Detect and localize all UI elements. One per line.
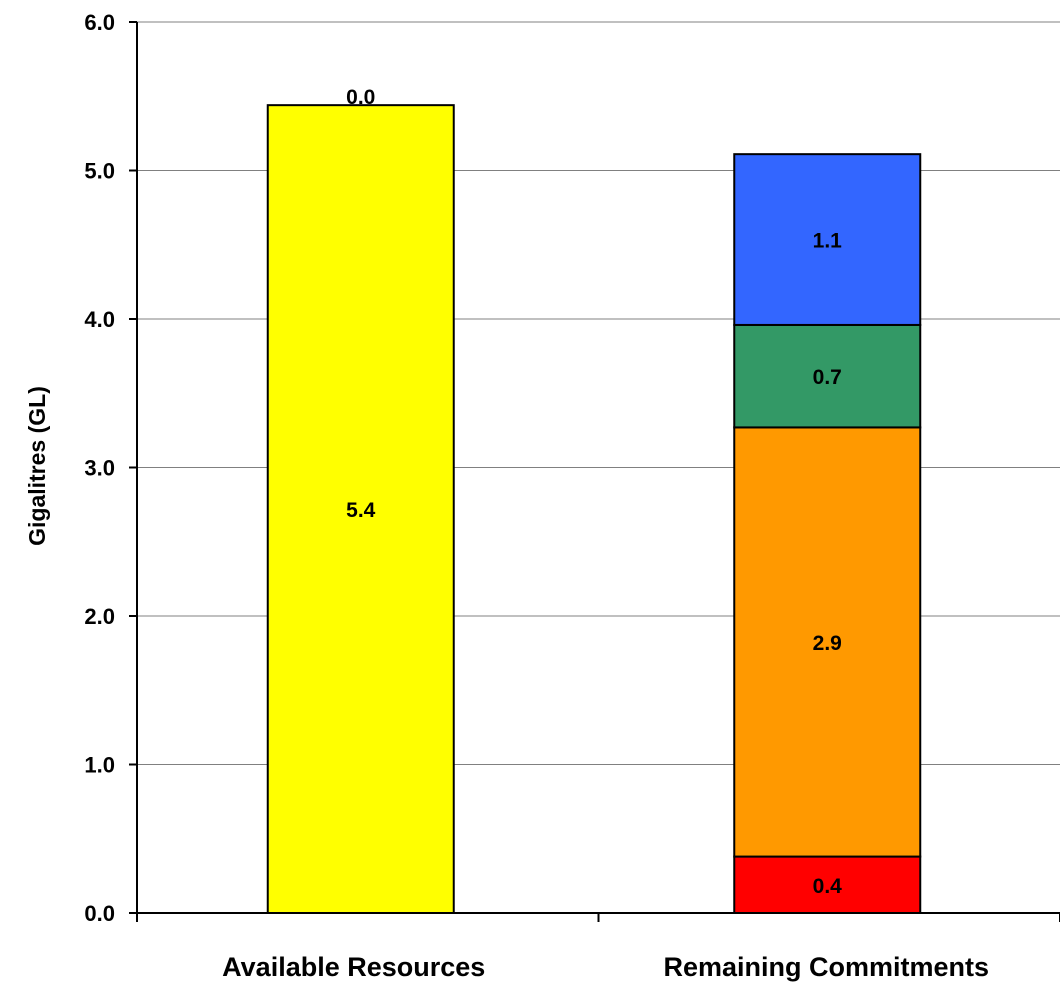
bar-segment	[733, 153, 922, 326]
y-tick-label: 3.0	[84, 456, 115, 481]
bar-segment	[733, 426, 922, 858]
bar-segment	[733, 855, 922, 915]
data-label: 1.1	[813, 230, 843, 253]
y-tick-label: 0.0	[84, 901, 115, 926]
x-category-label: Remaining Commitments	[663, 952, 989, 982]
y-tick-label: 2.0	[84, 604, 115, 629]
y-tick-label: 1.0	[84, 753, 115, 778]
y-tick-label: 5.0	[84, 159, 115, 184]
labels: 0.0 1.0 2.0 3.0 4.0 5.0 6.0 5.4 0.0 Available Res…	[84, 10, 989, 982]
bars	[266, 104, 922, 915]
y-tick-label: 4.0	[84, 307, 115, 332]
y-tick-label: 6.0	[84, 10, 115, 35]
y-axis-title: Gigalitres (GL)	[24, 386, 50, 546]
data-label: 5.4	[346, 499, 376, 522]
axes	[129, 21, 1060, 922]
data-label: 0.0	[346, 86, 375, 109]
x-category-label: Available Resources	[222, 952, 485, 982]
data-label: 0.7	[813, 366, 842, 389]
data-label: 0.4	[813, 875, 843, 898]
data-label: 2.9	[813, 632, 842, 655]
